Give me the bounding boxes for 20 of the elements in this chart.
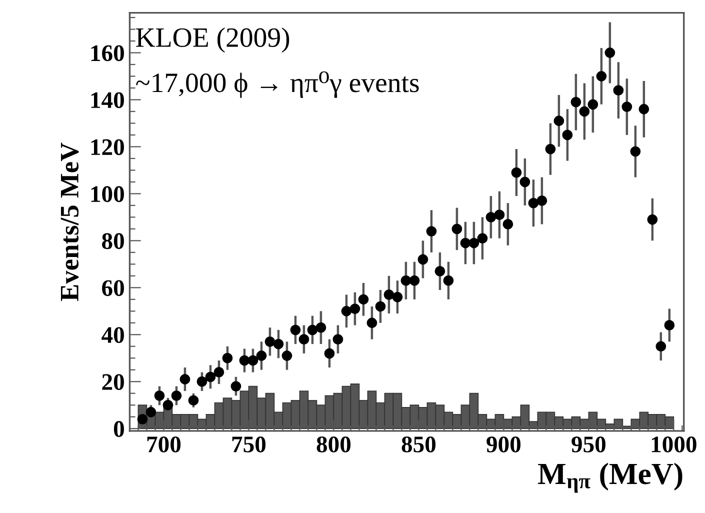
y-tick-label: 40 [102, 327, 124, 344]
x-tick-label: 700 [147, 436, 181, 452]
x-tick-label: 1000 [652, 436, 696, 452]
x-axis-title: M$_{ηπ}$ (MeV) [538, 462, 682, 493]
x-tick-label: 950 [572, 436, 606, 452]
y-tick-label: 20 [102, 374, 124, 390]
x-tick-label: 750 [232, 436, 266, 452]
annotation: KLOE (2009) [136, 27, 290, 53]
x-tick-label: 800 [316, 436, 350, 452]
y-tick-label: 160 [91, 45, 124, 62]
x-tick-label: 900 [486, 436, 520, 452]
y-tick-label: 140 [91, 92, 124, 108]
x-tick-label: 850 [402, 436, 436, 452]
y-axis-title: Events/5 MeV [60, 142, 79, 301]
y-tick-label: 100 [91, 186, 124, 202]
y-tick-label: 80 [102, 233, 124, 250]
annotation: ~17,000 ϕ → ηπ⁰γ events [136, 71, 419, 98]
y-tick-label: 0 [114, 421, 124, 437]
y-tick-label: 60 [102, 280, 124, 296]
y-tick-label: 120 [91, 139, 124, 156]
